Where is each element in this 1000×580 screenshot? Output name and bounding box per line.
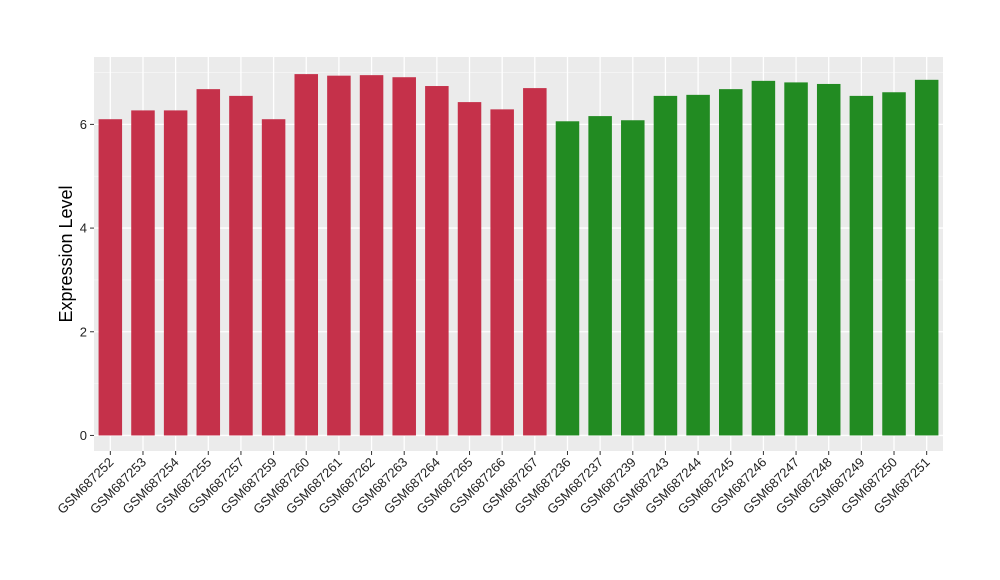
x-axis: GSM687252GSM687253GSM687254GSM687255GSM6…: [54, 451, 933, 517]
bar-GSM687252: [98, 119, 123, 436]
bar-GSM687259: [261, 119, 286, 436]
bar-GSM687249: [849, 95, 874, 436]
bar-GSM687260: [294, 74, 319, 436]
bar-GSM687251: [914, 79, 939, 436]
bar-GSM687244: [686, 94, 710, 436]
plot-panel: [94, 57, 943, 451]
bar-GSM687257: [229, 95, 253, 436]
y-axis: 0 2 4 6: [80, 117, 94, 443]
bar-GSM687267: [523, 88, 547, 436]
y-tick-label: 2: [80, 324, 87, 339]
bar-GSM687250: [882, 92, 906, 436]
y-axis-title: Expression Level: [56, 185, 76, 322]
bar-GSM687243: [653, 95, 678, 436]
bar-GSM687263: [392, 77, 416, 436]
bar-GSM687248: [816, 83, 841, 436]
bar-GSM687266: [490, 109, 514, 436]
bar-GSM687261: [327, 75, 351, 436]
bar-GSM687265: [457, 102, 482, 436]
bar-GSM687264: [425, 86, 449, 436]
bars: [98, 74, 939, 436]
y-tick-label: 0: [80, 428, 87, 443]
bar-GSM687239: [621, 120, 645, 436]
y-tick-label: 4: [80, 221, 87, 236]
bar-GSM687237: [588, 116, 612, 436]
bar-GSM687262: [359, 75, 384, 436]
bar-GSM687247: [784, 82, 808, 436]
bar-GSM687254: [163, 110, 188, 436]
bar-GSM687245: [718, 89, 743, 436]
bar-GSM687253: [131, 110, 155, 436]
bar-GSM687255: [196, 89, 221, 436]
bar-GSM687246: [751, 80, 776, 436]
y-tick-label: 6: [80, 117, 87, 132]
bar-GSM687236: [555, 121, 580, 436]
